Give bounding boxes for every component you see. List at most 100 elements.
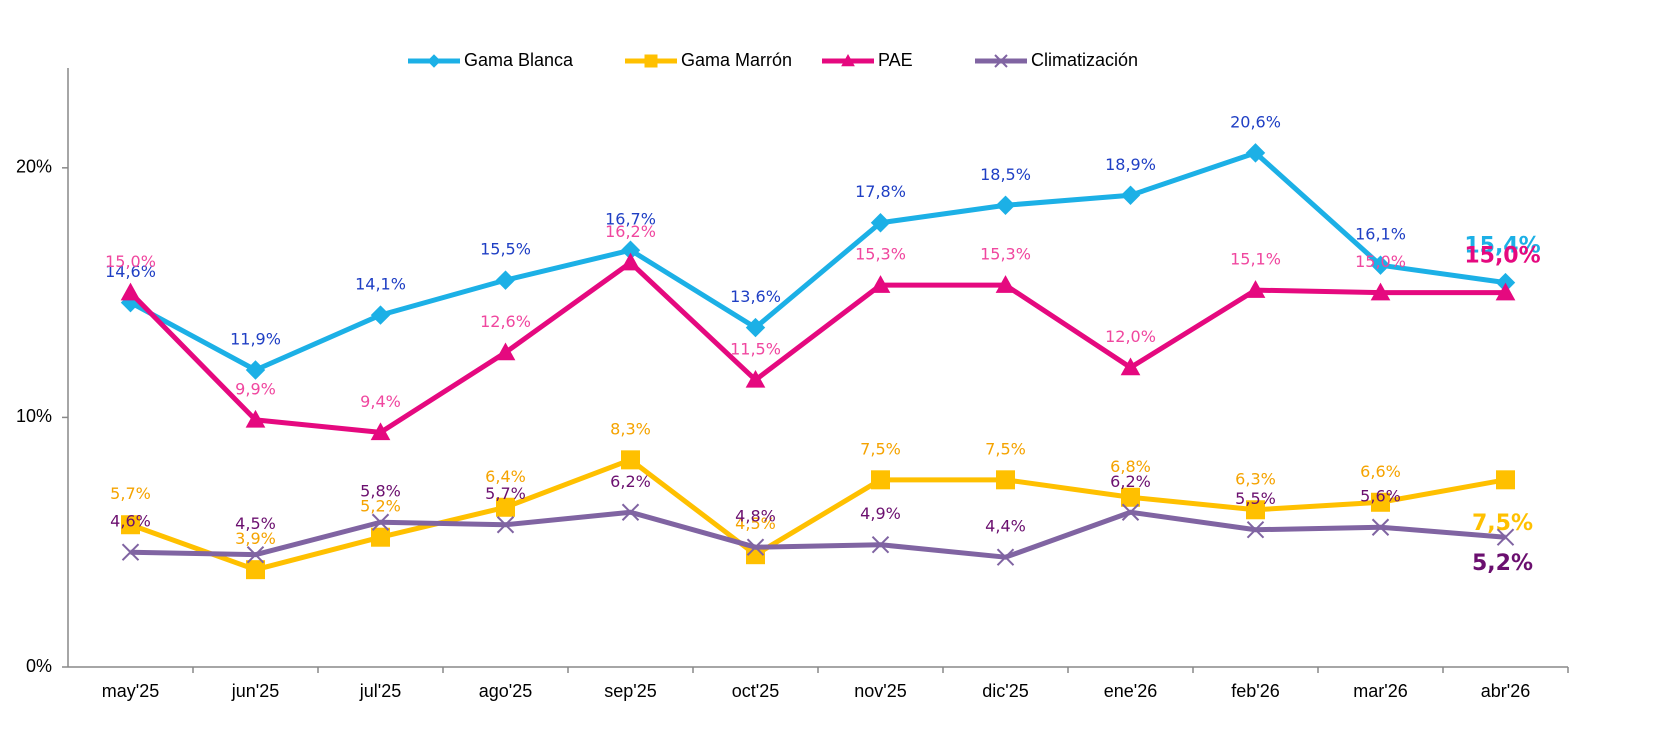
data-label: 4,9% (860, 504, 901, 523)
y-tick-label: 20% (16, 157, 52, 177)
legend-marker (427, 54, 441, 68)
data-point (995, 195, 1016, 215)
data-label: 4,5% (735, 514, 776, 533)
data-point (746, 538, 765, 556)
data-point (1371, 518, 1390, 536)
data-point (1120, 357, 1141, 376)
data-label: 15,4% (1464, 234, 1540, 259)
data-label: 4,5% (235, 514, 276, 533)
data-label: 9,9% (235, 379, 276, 398)
series-line (130, 509, 1506, 560)
legend-marker (644, 54, 658, 68)
data-label: 14,6% (105, 262, 156, 281)
data-label: 6,8% (1110, 457, 1151, 476)
data-point (370, 422, 391, 441)
x-tick-label: ago'25 (479, 681, 533, 701)
data-label: 18,5% (980, 165, 1031, 184)
data-label: 15,0% (105, 252, 156, 271)
data-label: 4,8% (735, 507, 776, 526)
data-label: 8,3% (610, 419, 651, 438)
data-label: 12,6% (480, 312, 531, 331)
legend-marker (994, 54, 1008, 68)
data-point (1120, 185, 1141, 205)
data-point (1371, 492, 1390, 512)
series-line (128, 260, 1506, 435)
data-point (495, 270, 516, 290)
data-point (1496, 528, 1515, 546)
data-label: 6,6% (1360, 462, 1401, 481)
data-point (1495, 282, 1516, 301)
data-label: 16,2% (605, 222, 656, 241)
data-point (1121, 503, 1140, 521)
data-point (621, 450, 640, 470)
data-label: 15,1% (1230, 250, 1281, 269)
data-point (370, 305, 391, 325)
x-tick-label: oct'25 (732, 681, 779, 701)
x-tick-label: nov'25 (854, 681, 906, 701)
data-point (1245, 143, 1266, 163)
data-point (745, 369, 766, 388)
data-point (620, 252, 641, 271)
data-point (1245, 280, 1266, 298)
x-tick-label: dic'25 (982, 681, 1028, 701)
data-point (1246, 500, 1265, 520)
data-point (995, 275, 1016, 293)
data-point (120, 282, 141, 301)
data-point (1246, 521, 1265, 539)
data-label: 15,5% (480, 240, 531, 259)
data-point (996, 470, 1015, 490)
data-label: 6,3% (1235, 469, 1276, 488)
data-label: 7,5% (985, 439, 1026, 458)
data-point (871, 470, 890, 490)
data-label: 4,6% (110, 512, 151, 531)
data-label: 6,2% (610, 472, 651, 491)
data-label: 14,1% (355, 275, 406, 294)
data-point (121, 515, 140, 535)
data-label: 16,7% (605, 210, 656, 229)
data-point (246, 545, 265, 564)
data-point (495, 342, 516, 361)
data-label: 5,5% (1235, 489, 1276, 508)
data-label: 7,5% (1472, 511, 1533, 536)
data-point (871, 535, 890, 554)
x-tick-label: may'25 (102, 681, 159, 701)
data-label: 18,9% (1105, 155, 1156, 174)
data-point (496, 516, 515, 534)
data-point (371, 527, 390, 547)
data-point (996, 548, 1015, 566)
y-tick-label: 10% (16, 406, 52, 426)
data-label: 5,2% (360, 497, 401, 516)
data-label: 7,5% (860, 439, 901, 458)
data-label: 5,6% (1360, 487, 1401, 506)
data-label: 5,7% (485, 484, 526, 503)
data-point (1370, 255, 1391, 275)
data-label: 6,2% (1110, 472, 1151, 491)
data-label: 20,6% (1230, 112, 1281, 131)
data-label: 13,6% (730, 287, 781, 306)
data-label: 5,8% (360, 482, 401, 501)
legend-label: Gama Blanca (464, 50, 574, 70)
data-point (870, 213, 891, 233)
data-point (245, 409, 266, 428)
legend-marker (841, 53, 855, 67)
x-tick-label: ene'26 (1104, 681, 1158, 701)
x-tick-label: feb'26 (1231, 681, 1279, 701)
data-label: 4,4% (985, 517, 1026, 536)
x-tick-label: sep'25 (604, 681, 656, 701)
series-line (129, 150, 1506, 373)
y-tick-label: 0% (26, 656, 52, 676)
series-line (129, 457, 1506, 573)
data-point (245, 360, 266, 380)
data-label: 6,4% (485, 467, 526, 486)
data-point (371, 513, 390, 531)
x-tick-label: mar'26 (1353, 681, 1407, 701)
data-label: 15,0% (1464, 244, 1540, 269)
data-label: 15,3% (855, 245, 906, 264)
data-label: 12,0% (1105, 327, 1156, 346)
data-label: 5,2% (1472, 551, 1533, 576)
legend-label: Climatización (1031, 50, 1138, 70)
data-label: 11,5% (730, 339, 781, 358)
data-label: 17,8% (855, 182, 906, 201)
data-point (621, 503, 640, 521)
